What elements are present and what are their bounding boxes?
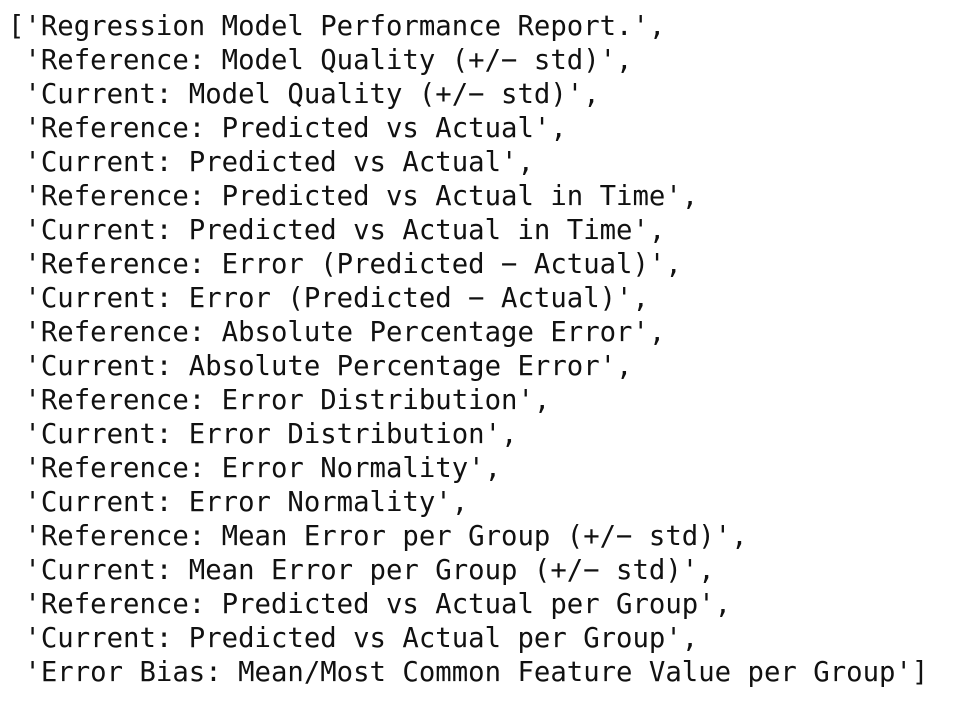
output-line: 'Current: Error Normality', [8,487,469,518]
output-line: 'Current: Absolute Percentage Error', [8,351,633,382]
output-line: 'Reference: Mean Error per Group (+/− st… [8,521,748,552]
output-line: 'Current: Predicted vs Actual per Group'… [8,623,699,654]
output-line: 'Current: Mean Error per Group (+/− std)… [8,555,715,586]
output-line: 'Current: Error (Predicted − Actual)', [8,283,649,314]
output-line: 'Reference: Predicted vs Actual in Time'… [8,181,699,212]
output-line: 'Reference: Absolute Percentage Error', [8,317,666,348]
output-line: 'Error Bias: Mean/Most Common Feature Va… [8,657,929,688]
code-output: ['Regression Model Performance Report.',… [8,10,928,690]
output-line: 'Reference: Error (Predicted − Actual)', [8,249,682,280]
output-line: 'Current: Model Quality (+/− std)', [8,79,600,110]
output-line: 'Current: Predicted vs Actual', [8,147,534,178]
output-line: ['Regression Model Performance Report.', [8,11,666,42]
output-line: 'Reference: Error Normality', [8,453,502,484]
output-line: 'Reference: Predicted vs Actual per Grou… [8,589,732,620]
output-line: 'Current: Error Distribution', [8,419,518,450]
output-line: 'Reference: Error Distribution', [8,385,551,416]
output-line: 'Reference: Model Quality (+/− std)', [8,45,633,76]
output-line: 'Current: Predicted vs Actual in Time', [8,215,666,246]
output-line: 'Reference: Predicted vs Actual', [8,113,567,144]
